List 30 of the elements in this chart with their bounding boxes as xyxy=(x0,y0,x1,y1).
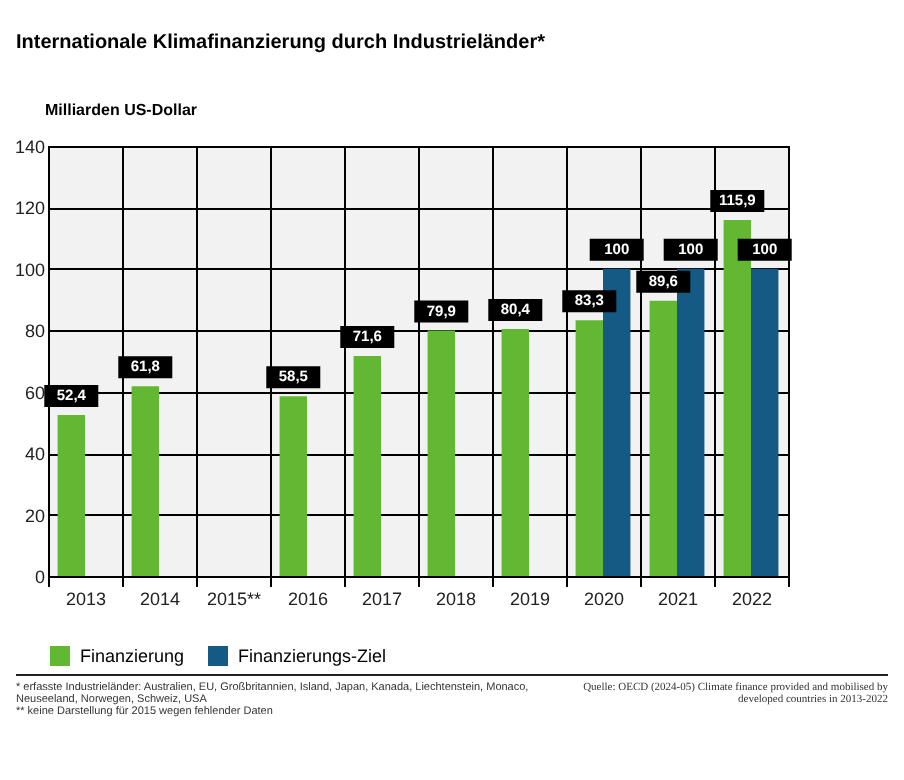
x-tick-label: 2016 xyxy=(287,589,329,609)
y-axis-title: Milliarden US-Dollar xyxy=(45,101,198,119)
bar xyxy=(353,356,381,576)
x-tick-label: 2014 xyxy=(139,589,181,609)
x-tick-label: 2020 xyxy=(583,589,625,609)
bar xyxy=(649,300,677,576)
bar xyxy=(575,320,603,576)
x-tick-label: 2017 xyxy=(361,589,403,609)
y-tick-label: 40 xyxy=(24,444,45,465)
bar xyxy=(501,329,529,576)
bar xyxy=(279,396,307,576)
x-tick-label: 2019 xyxy=(509,589,551,609)
bar xyxy=(751,268,779,576)
x-tick-label: 2022 xyxy=(731,589,773,609)
bar xyxy=(131,386,159,576)
x-tick-label: 2021 xyxy=(657,589,699,609)
bar xyxy=(57,415,85,576)
y-tick-label: 20 xyxy=(24,505,45,526)
legend-label: Finanzierungs-Ziel xyxy=(238,646,387,666)
y-tick-label: 80 xyxy=(24,321,45,342)
y-tick-label: 140 xyxy=(14,137,45,157)
x-tick-label: 2015** xyxy=(206,589,263,609)
x-tick-label: 2013 xyxy=(65,589,107,609)
x-tick-label: 2018 xyxy=(435,589,477,609)
chart-title: Internationale Klimafinanzierung durch Industrieländer* xyxy=(16,32,547,54)
legend-label: Finanzierung xyxy=(80,646,185,666)
bar xyxy=(427,330,455,576)
y-tick-label: 0 xyxy=(34,567,45,587)
y-tick-label: 100 xyxy=(14,259,45,280)
y-tick-label: 120 xyxy=(14,198,45,219)
